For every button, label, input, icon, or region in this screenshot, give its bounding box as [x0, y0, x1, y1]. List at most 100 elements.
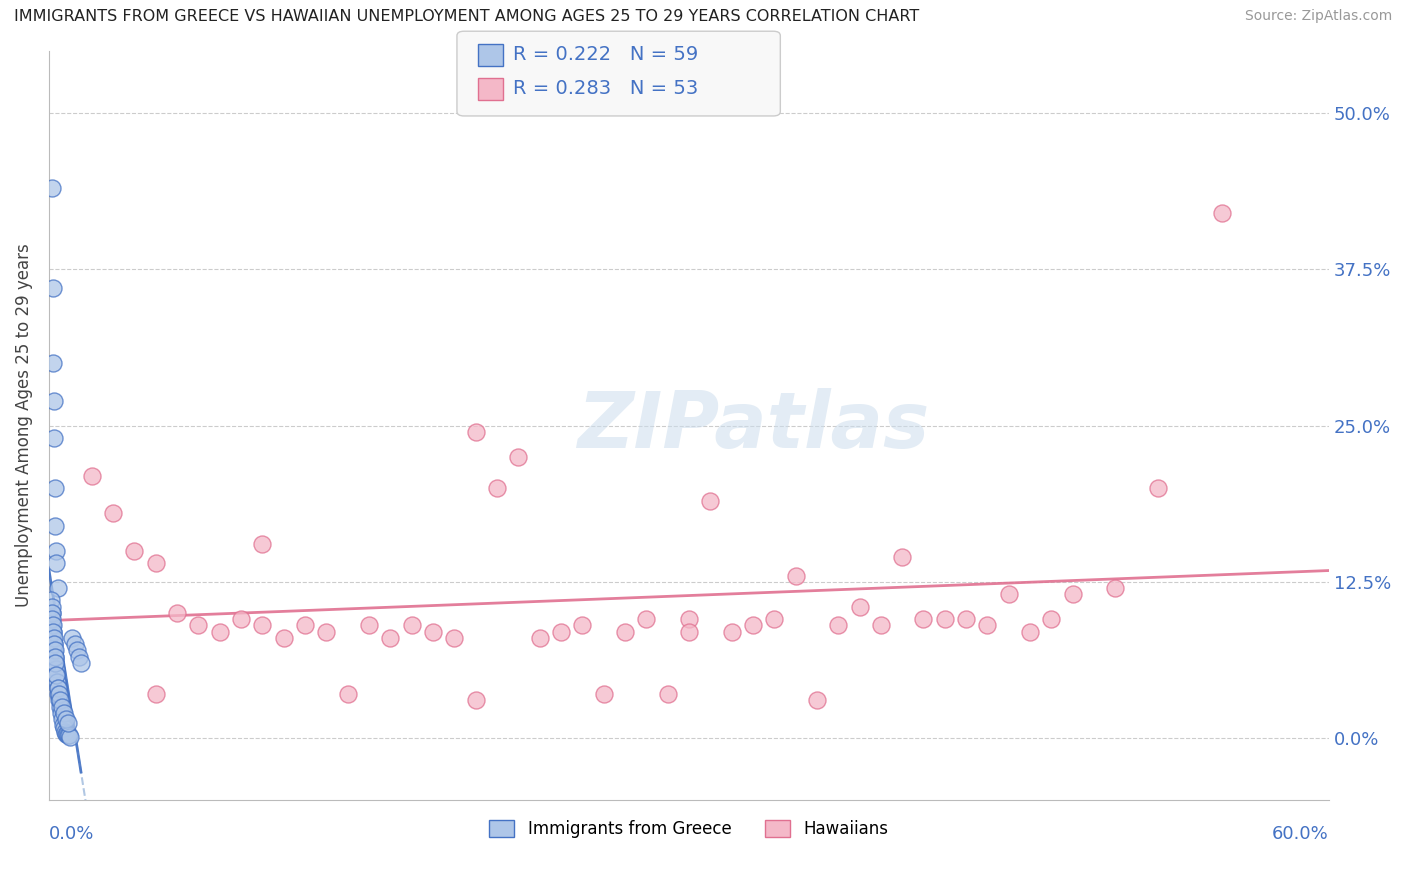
- Point: [252, 537, 274, 551]
- Point: [48, 693, 70, 707]
- Point: [1062, 587, 1084, 601]
- Point: [44, 481, 66, 495]
- Point: [45, 668, 67, 682]
- Point: [124, 543, 146, 558]
- Point: [464, 425, 486, 439]
- Point: [52, 718, 75, 732]
- Point: [529, 631, 551, 645]
- Point: [145, 687, 167, 701]
- Text: 0.0%: 0.0%: [49, 825, 94, 844]
- Point: [827, 618, 849, 632]
- Point: [39, 593, 62, 607]
- Point: [48, 687, 70, 701]
- Point: [56, 728, 79, 742]
- Point: [848, 599, 870, 614]
- Point: [869, 618, 891, 632]
- Point: [46, 581, 69, 595]
- Point: [48, 699, 70, 714]
- Point: [44, 649, 66, 664]
- Point: [51, 699, 73, 714]
- Point: [763, 612, 786, 626]
- Point: [571, 618, 593, 632]
- Point: [806, 693, 828, 707]
- Point: [912, 612, 935, 626]
- Point: [101, 506, 124, 520]
- Point: [44, 649, 66, 664]
- Point: [550, 624, 572, 639]
- Point: [55, 712, 77, 726]
- Point: [66, 643, 89, 657]
- Point: [42, 624, 65, 639]
- Point: [657, 687, 679, 701]
- Point: [699, 493, 721, 508]
- Point: [208, 624, 231, 639]
- Point: [741, 618, 763, 632]
- Point: [1147, 481, 1170, 495]
- Text: IMMIGRANTS FROM GREECE VS HAWAIIAN UNEMPLOYMENT AMONG AGES 25 TO 29 YEARS CORREL: IMMIGRANTS FROM GREECE VS HAWAIIAN UNEMP…: [14, 9, 920, 24]
- Point: [44, 431, 66, 445]
- Text: 60.0%: 60.0%: [1272, 825, 1329, 844]
- Point: [955, 612, 977, 626]
- Point: [252, 618, 274, 632]
- Point: [59, 730, 82, 744]
- Point: [44, 643, 66, 657]
- Point: [62, 631, 84, 645]
- Point: [1104, 581, 1126, 595]
- Point: [46, 681, 69, 695]
- Text: ZIPatlas: ZIPatlas: [576, 387, 929, 464]
- Text: Source: ZipAtlas.com: Source: ZipAtlas.com: [1244, 9, 1392, 23]
- Point: [51, 712, 73, 726]
- Point: [891, 549, 914, 564]
- Point: [273, 631, 295, 645]
- Point: [401, 618, 423, 632]
- Point: [45, 543, 67, 558]
- Point: [53, 724, 76, 739]
- Point: [67, 649, 90, 664]
- Text: R = 0.283   N = 53: R = 0.283 N = 53: [513, 79, 699, 98]
- Point: [422, 624, 444, 639]
- Point: [44, 643, 66, 657]
- Point: [70, 656, 93, 670]
- Point: [56, 727, 79, 741]
- Point: [229, 612, 252, 626]
- Point: [45, 662, 67, 676]
- Point: [42, 618, 65, 632]
- Point: [508, 450, 530, 464]
- Point: [678, 612, 700, 626]
- Point: [636, 612, 658, 626]
- Point: [44, 656, 66, 670]
- Point: [41, 181, 63, 195]
- Point: [613, 624, 636, 639]
- Point: [187, 618, 209, 632]
- Point: [1211, 206, 1233, 220]
- Point: [46, 687, 69, 701]
- Text: R = 0.222   N = 59: R = 0.222 N = 59: [513, 45, 699, 64]
- Point: [44, 518, 66, 533]
- Point: [52, 721, 75, 735]
- Point: [145, 556, 167, 570]
- Point: [41, 599, 63, 614]
- Point: [976, 618, 998, 632]
- Point: [46, 674, 69, 689]
- Point: [443, 631, 465, 645]
- Point: [49, 706, 72, 720]
- Y-axis label: Unemployment Among Ages 25 to 29 years: Unemployment Among Ages 25 to 29 years: [15, 244, 32, 607]
- Point: [42, 393, 65, 408]
- Point: [56, 715, 79, 730]
- Point: [41, 606, 63, 620]
- Point: [41, 618, 63, 632]
- Point: [464, 693, 486, 707]
- Point: [41, 606, 63, 620]
- Point: [63, 637, 86, 651]
- Point: [934, 612, 956, 626]
- Point: [592, 687, 614, 701]
- Point: [41, 612, 63, 626]
- Point: [1019, 624, 1042, 639]
- Point: [55, 727, 77, 741]
- Point: [42, 281, 65, 295]
- Point: [336, 687, 359, 701]
- Point: [166, 606, 188, 620]
- Point: [380, 631, 402, 645]
- Point: [52, 706, 75, 720]
- Point: [42, 637, 65, 651]
